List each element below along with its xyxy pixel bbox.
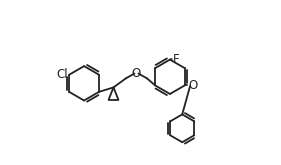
Text: O: O bbox=[189, 79, 198, 92]
Text: Cl: Cl bbox=[56, 68, 68, 81]
Text: O: O bbox=[132, 67, 141, 80]
Text: F: F bbox=[173, 53, 179, 66]
